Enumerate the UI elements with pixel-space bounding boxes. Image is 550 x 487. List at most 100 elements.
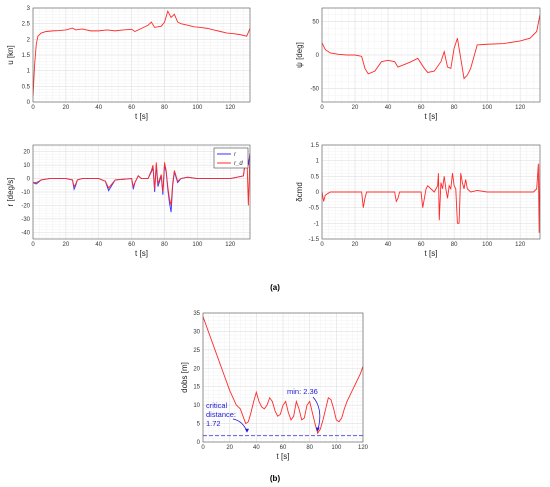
- y-tick-label: -1: [314, 221, 320, 227]
- y-axis-label: u [kn]: [6, 45, 15, 65]
- x-tick-label: 0: [201, 445, 205, 451]
- panel-dobs-distance: 0 20 40 60 80 100 120 0 5 10 15 20 25 30 35 t [s] dobs […: [180, 311, 369, 461]
- series-line-delta: [322, 163, 540, 233]
- y-tick-label: -50: [310, 87, 319, 93]
- x-tick-label: 0: [320, 105, 324, 111]
- x-tick-label: 60: [128, 242, 135, 248]
- y-axis-label: ψ [deg]: [295, 42, 304, 68]
- x-tick-label: 80: [306, 445, 313, 451]
- y-tick-label: 35: [193, 311, 200, 317]
- x-axis-label: t [s]: [277, 452, 290, 461]
- axes-box: [321, 7, 541, 103]
- x-tick-label: 100: [482, 242, 493, 248]
- y-tick-label: -1.5: [309, 237, 320, 243]
- x-tick-label: 20: [63, 242, 70, 248]
- y-tick-label: -40: [21, 230, 30, 236]
- y-tick-label: 15: [193, 385, 200, 391]
- annotation-critical-distance: critical: [206, 401, 228, 410]
- axes-box: [32, 144, 251, 240]
- x-tick-label: 80: [161, 105, 168, 111]
- x-tick-label: 40: [385, 105, 392, 111]
- axes-box: [32, 7, 251, 103]
- x-axis-label: t [s]: [135, 112, 148, 121]
- y-tick-label: -10: [21, 190, 30, 196]
- series-line-u: [33, 9, 250, 96]
- y-tick-label: 1.5: [311, 143, 320, 149]
- x-tick-label: 120: [515, 242, 526, 248]
- annotation-arrowhead-critical: [245, 428, 249, 433]
- x-axis-label: t [s]: [425, 112, 438, 121]
- x-tick-label: 100: [192, 105, 203, 111]
- x-tick-label: 20: [352, 242, 359, 248]
- x-tick-label: 60: [418, 105, 425, 111]
- legend-label: r: [234, 152, 237, 158]
- legend-label: r_d: [234, 161, 243, 167]
- x-tick-label: 20: [226, 445, 233, 451]
- y-tick-label: 1: [27, 69, 31, 75]
- annotation-arrowhead-min: [315, 427, 320, 432]
- axes-box: [321, 144, 541, 240]
- x-tick-label: 40: [95, 105, 102, 111]
- x-tick-label: 120: [358, 445, 369, 451]
- x-tick-label: 20: [352, 105, 359, 111]
- x-tick-label: 60: [418, 242, 425, 248]
- y-tick-label: 0: [27, 100, 31, 106]
- y-tick-label: 5: [197, 422, 201, 428]
- x-tick-label: 20: [63, 105, 70, 111]
- y-tick-label: 0.5: [311, 174, 320, 180]
- x-tick-label: 120: [225, 105, 236, 111]
- y-tick-label: 3: [27, 6, 31, 12]
- y-tick-label: 0: [197, 440, 201, 446]
- series-line-dobs: [203, 316, 363, 435]
- caption-b: (b): [270, 474, 281, 483]
- y-axis-label: dobs [m]: [180, 362, 189, 393]
- x-tick-label: 60: [128, 105, 135, 111]
- y-tick-label: 10: [23, 163, 30, 169]
- y-tick-label: -20: [21, 203, 30, 209]
- x-axis-label: t [s]: [135, 249, 148, 258]
- y-tick-label: 2.5: [22, 22, 31, 28]
- x-tick-label: 0: [31, 105, 35, 111]
- y-tick-label: 1.5: [22, 53, 31, 59]
- x-tick-label: 0: [320, 242, 324, 248]
- y-axis-label: δcmd: [295, 182, 304, 202]
- y-tick-label: 0.5: [22, 84, 31, 90]
- x-tick-label: 100: [331, 445, 342, 451]
- x-tick-label: 120: [515, 105, 526, 111]
- x-tick-label: 40: [385, 242, 392, 248]
- y-tick-label: 1: [316, 159, 320, 165]
- y-tick-label: 10: [193, 403, 200, 409]
- series-line-r_d: [33, 148, 250, 206]
- y-tick-label: 50: [312, 19, 319, 25]
- x-tick-label: 40: [253, 445, 260, 451]
- panel-u-velocity: 0 20 40 60 80 100 120 0 0.5 1 1.5 2 2.5 3 t [s] u [kn]: [6, 6, 251, 121]
- x-tick-label: 120: [225, 242, 236, 248]
- annotation-arrow-min: [312, 396, 321, 431]
- series-line-psi: [322, 14, 540, 80]
- panel-delta-cmd: 0 20 40 60 80 100 120 -1.5 -1 -0.5 0 0.5 1 1.5 t [s] δc…: [295, 143, 541, 258]
- y-axis-label: r [deg/s]: [6, 178, 15, 207]
- x-tick-label: 40: [95, 242, 102, 248]
- y-tick-label: 2: [27, 37, 31, 43]
- y-tick-label: 20: [193, 366, 200, 372]
- x-axis-label: t [s]: [425, 249, 438, 258]
- x-tick-label: 100: [482, 105, 493, 111]
- x-tick-label: 80: [451, 242, 458, 248]
- y-tick-label: 0: [316, 190, 320, 196]
- y-tick-label: 25: [193, 348, 200, 354]
- axes-box: [202, 312, 364, 443]
- x-tick-label: 60: [280, 445, 287, 451]
- panel-r-yaw-rate: 0 20 40 60 80 100 120 -40 -30 -20 -10 0 10 20 t [s] r […: [6, 144, 251, 258]
- x-tick-label: 80: [451, 105, 458, 111]
- y-tick-label: -0.5: [309, 206, 320, 212]
- y-tick-label: 20: [23, 150, 30, 156]
- annotation-critical-distance: 1.72: [206, 419, 221, 428]
- annotation-critical-distance: distance:: [206, 410, 236, 419]
- y-tick-label: -30: [21, 217, 30, 223]
- x-tick-label: 0: [31, 242, 35, 248]
- legend-box: [213, 147, 249, 169]
- y-tick-label: 0: [316, 53, 320, 59]
- x-tick-label: 80: [161, 242, 168, 248]
- caption-a: (a): [270, 283, 280, 292]
